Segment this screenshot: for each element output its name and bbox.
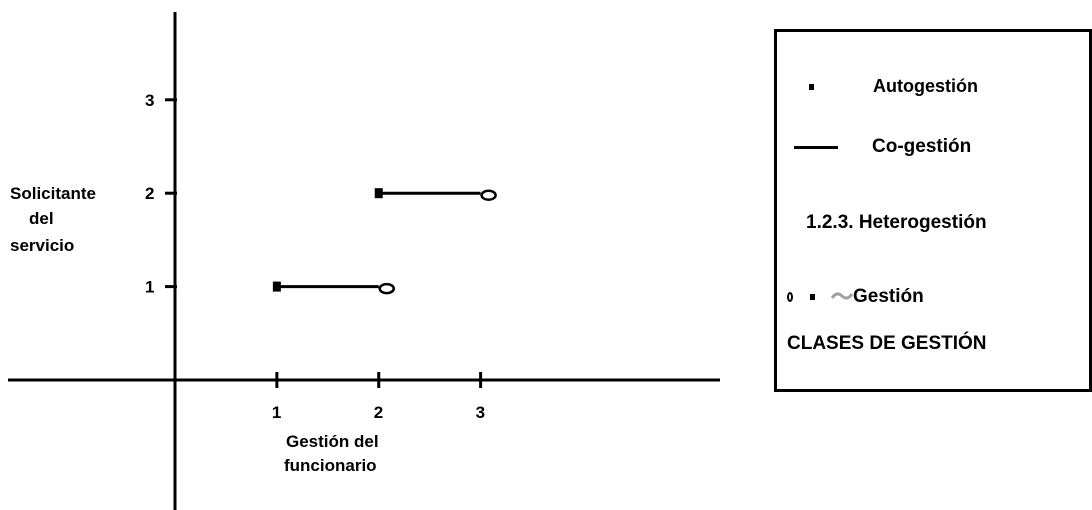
y-axis-label-line1: Solicitante [10, 184, 96, 203]
y-tick-label: 2 [145, 184, 154, 203]
x-axis-label-line2: funcionario [284, 456, 377, 475]
segment-start-square [272, 281, 281, 292]
segment-start-square [374, 188, 383, 199]
y-axis-label-line2: del [29, 209, 54, 228]
legend-label-gestion: Gestión [853, 286, 924, 307]
x-axis-ticks: 1 2 3 [272, 372, 485, 422]
x-tick-label: 3 [476, 403, 485, 422]
segment-end-circle [480, 189, 497, 201]
circle-marker-icon [787, 292, 793, 302]
x-tick-label: 2 [374, 403, 383, 422]
y-tick-label: 1 [145, 278, 154, 297]
legend-box: Autogestión Co-gestión 1.2.3. Heterogest… [774, 29, 1092, 392]
wave-icon [830, 288, 854, 306]
legend-item-gestion: Gestión [787, 286, 924, 308]
y-tick-label: 3 [145, 91, 154, 110]
dot-marker-icon [810, 294, 815, 300]
legend-item-cogestion: Co-gestión [794, 136, 971, 158]
square-marker-icon [809, 83, 814, 90]
legend-title: CLASES DE GESTIÓN [787, 333, 987, 355]
legend-label-autogestion: Autogestión [873, 76, 978, 96]
diagram-segments [272, 188, 497, 295]
y-axis-label-line3: servicio [10, 236, 74, 255]
legend-title-text: CLASES DE GESTIÓN [787, 333, 987, 354]
segment-end-circle [378, 282, 395, 295]
legend-label-heterogestion: 1.2.3. Heterogestión [806, 212, 987, 233]
line-segment-icon [794, 145, 838, 149]
y-axis-ticks: 1 2 3 [145, 91, 177, 297]
legend-label-cogestion: Co-gestión [872, 136, 972, 157]
x-tick-label: 1 [272, 403, 281, 422]
legend-item-heterogestion: 1.2.3. Heterogestión [806, 212, 987, 234]
diagram-canvas: 1 2 3 1 2 3 Gestión del funcionario Solicita… [8, 12, 720, 510]
x-axis-label-line1: Gestión del [286, 432, 379, 451]
legend-item-autogestion: Autogestión [809, 76, 978, 97]
